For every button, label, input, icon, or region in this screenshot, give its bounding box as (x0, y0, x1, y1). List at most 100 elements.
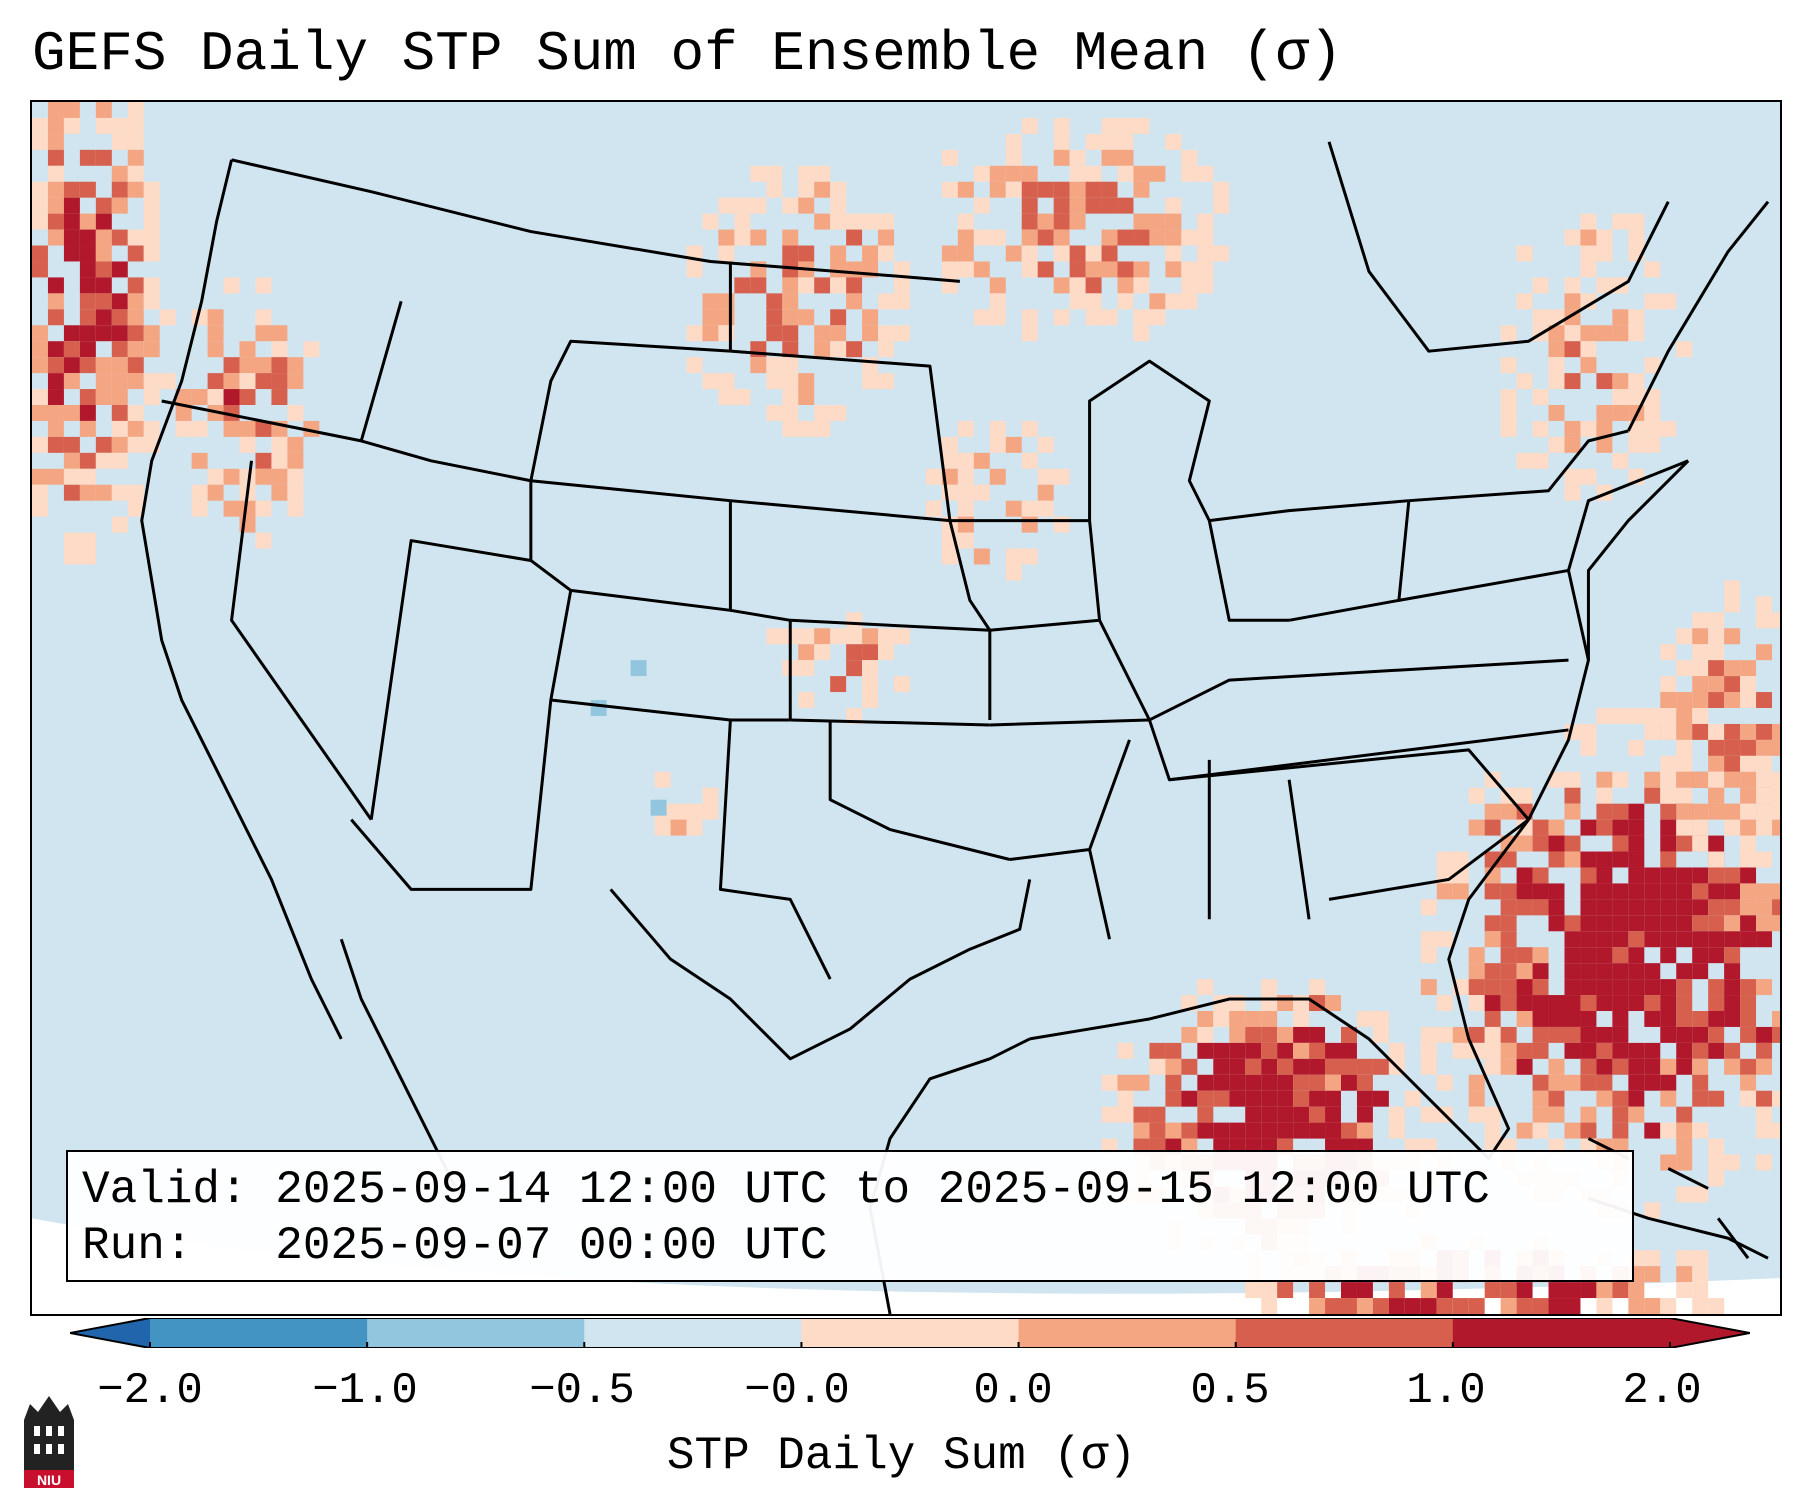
anomaly-cell (255, 325, 272, 342)
anomaly-cell (255, 532, 272, 549)
anomaly-cell (798, 644, 815, 661)
anomaly-cell (1356, 1122, 1373, 1139)
anomaly-cell (1644, 1250, 1661, 1267)
colorbar-tick-label: −2.0 (97, 1366, 203, 1416)
anomaly-cell (1261, 1042, 1278, 1059)
anomaly-cell (941, 181, 958, 198)
anomaly-cell (1484, 963, 1501, 980)
anomaly-cell (1069, 213, 1086, 230)
anomaly-cell (973, 229, 990, 246)
anomaly-cell (941, 149, 958, 166)
anomaly-cell (1660, 1011, 1677, 1027)
anomaly-cell (1341, 1026, 1357, 1043)
anomaly-cell (1500, 325, 1517, 342)
anomaly-cell (1181, 1090, 1198, 1107)
anomaly-cell (1261, 1298, 1278, 1314)
anomaly-cell (1500, 947, 1517, 964)
anomaly-cell (750, 229, 767, 246)
anomaly-cell (207, 325, 224, 342)
anomaly-cell (271, 325, 288, 342)
anomaly-cell (686, 803, 703, 820)
anomaly-cell (814, 325, 831, 342)
anomaly-cell (686, 819, 703, 836)
anomaly-cell (159, 373, 176, 390)
anomaly-cell (766, 181, 783, 198)
anomaly-cell (1676, 1138, 1693, 1155)
anomaly-cell (1740, 676, 1757, 693)
pacific-coastline (140, 159, 343, 1040)
anomaly-cell (894, 277, 910, 294)
anomaly-cell (1580, 213, 1597, 230)
anomaly-cell (1628, 1042, 1645, 1059)
anomaly-cell (862, 644, 879, 661)
anomaly-cell (1149, 1122, 1166, 1139)
anomaly-cell (1213, 1058, 1230, 1075)
anomaly-cell (654, 819, 671, 836)
anomaly-cell (1660, 931, 1677, 948)
anomaly-cell (1692, 1011, 1709, 1027)
anomaly-cell (1740, 692, 1757, 708)
anomaly-cell (1644, 1074, 1661, 1091)
anomaly-cell (1197, 213, 1214, 230)
anomaly-cell (1085, 245, 1102, 262)
anomaly-cell (1213, 1122, 1230, 1139)
anomaly-cell (1548, 341, 1565, 358)
anomaly-cell (1500, 931, 1517, 948)
anomaly-cell (1085, 309, 1102, 326)
anomaly-cell (1053, 245, 1070, 262)
anomaly-cell (1644, 1266, 1661, 1283)
anomaly-cell (1341, 1122, 1357, 1139)
anomaly-cell (1564, 1011, 1581, 1027)
anomaly-cell (1468, 1298, 1485, 1314)
anomaly-cell (63, 436, 80, 453)
anomaly-cell (878, 245, 895, 262)
anomaly-cell (1133, 325, 1150, 342)
anomaly-cell (862, 325, 879, 342)
anomaly-cell-negative (630, 660, 647, 677)
anomaly-cell (878, 373, 895, 390)
anomaly-cell (1293, 1090, 1310, 1107)
anomaly-cell (1676, 899, 1693, 916)
anomaly-cell (1580, 293, 1597, 310)
anomaly-cell (1436, 1026, 1453, 1043)
anomaly-cell (1117, 229, 1134, 246)
anomaly-cell (1708, 835, 1725, 852)
anomaly-cell (1740, 803, 1757, 820)
anomaly-cell (1772, 771, 1780, 788)
anomaly-cell (127, 484, 144, 501)
anomaly-cell (1724, 739, 1741, 756)
anomaly-cell (878, 293, 895, 310)
anomaly-cell (1165, 1042, 1182, 1059)
anomaly-cell (798, 628, 815, 645)
anomaly-cell (1197, 277, 1214, 294)
anomaly-cell (239, 341, 256, 358)
anomaly-cell (287, 500, 304, 517)
anomaly-cell (782, 405, 799, 421)
anomaly-cell (1708, 979, 1725, 996)
anomaly-cell (32, 405, 48, 421)
anomaly-cell (782, 341, 799, 358)
anomaly-cell (798, 277, 815, 294)
anomaly-cell (1085, 261, 1102, 278)
anomaly-cell (1708, 1042, 1725, 1059)
anomaly-cell (1660, 708, 1677, 724)
anomaly-cell (1341, 1298, 1357, 1314)
anomaly-cell (1005, 500, 1022, 517)
anomaly-cell (1580, 1106, 1597, 1123)
anomaly-cell (1053, 468, 1070, 485)
anomaly-cell (1021, 309, 1038, 326)
anomaly-cell (47, 229, 64, 246)
anomaly-cell (1660, 835, 1677, 852)
anomaly-cell (1388, 1106, 1405, 1123)
anomaly-cell (941, 548, 958, 565)
anomaly-cell (878, 213, 895, 230)
anomaly-cell (47, 405, 64, 421)
anomaly-cell (1612, 452, 1629, 469)
anomaly-cell (1053, 213, 1070, 230)
anomaly-cell (239, 420, 256, 437)
anomaly-cell (1532, 389, 1549, 405)
anomaly-cell (63, 452, 80, 469)
anomaly-cell (1420, 1106, 1437, 1123)
anomaly-cell (1436, 1298, 1453, 1314)
anomaly-cell (1101, 181, 1118, 198)
